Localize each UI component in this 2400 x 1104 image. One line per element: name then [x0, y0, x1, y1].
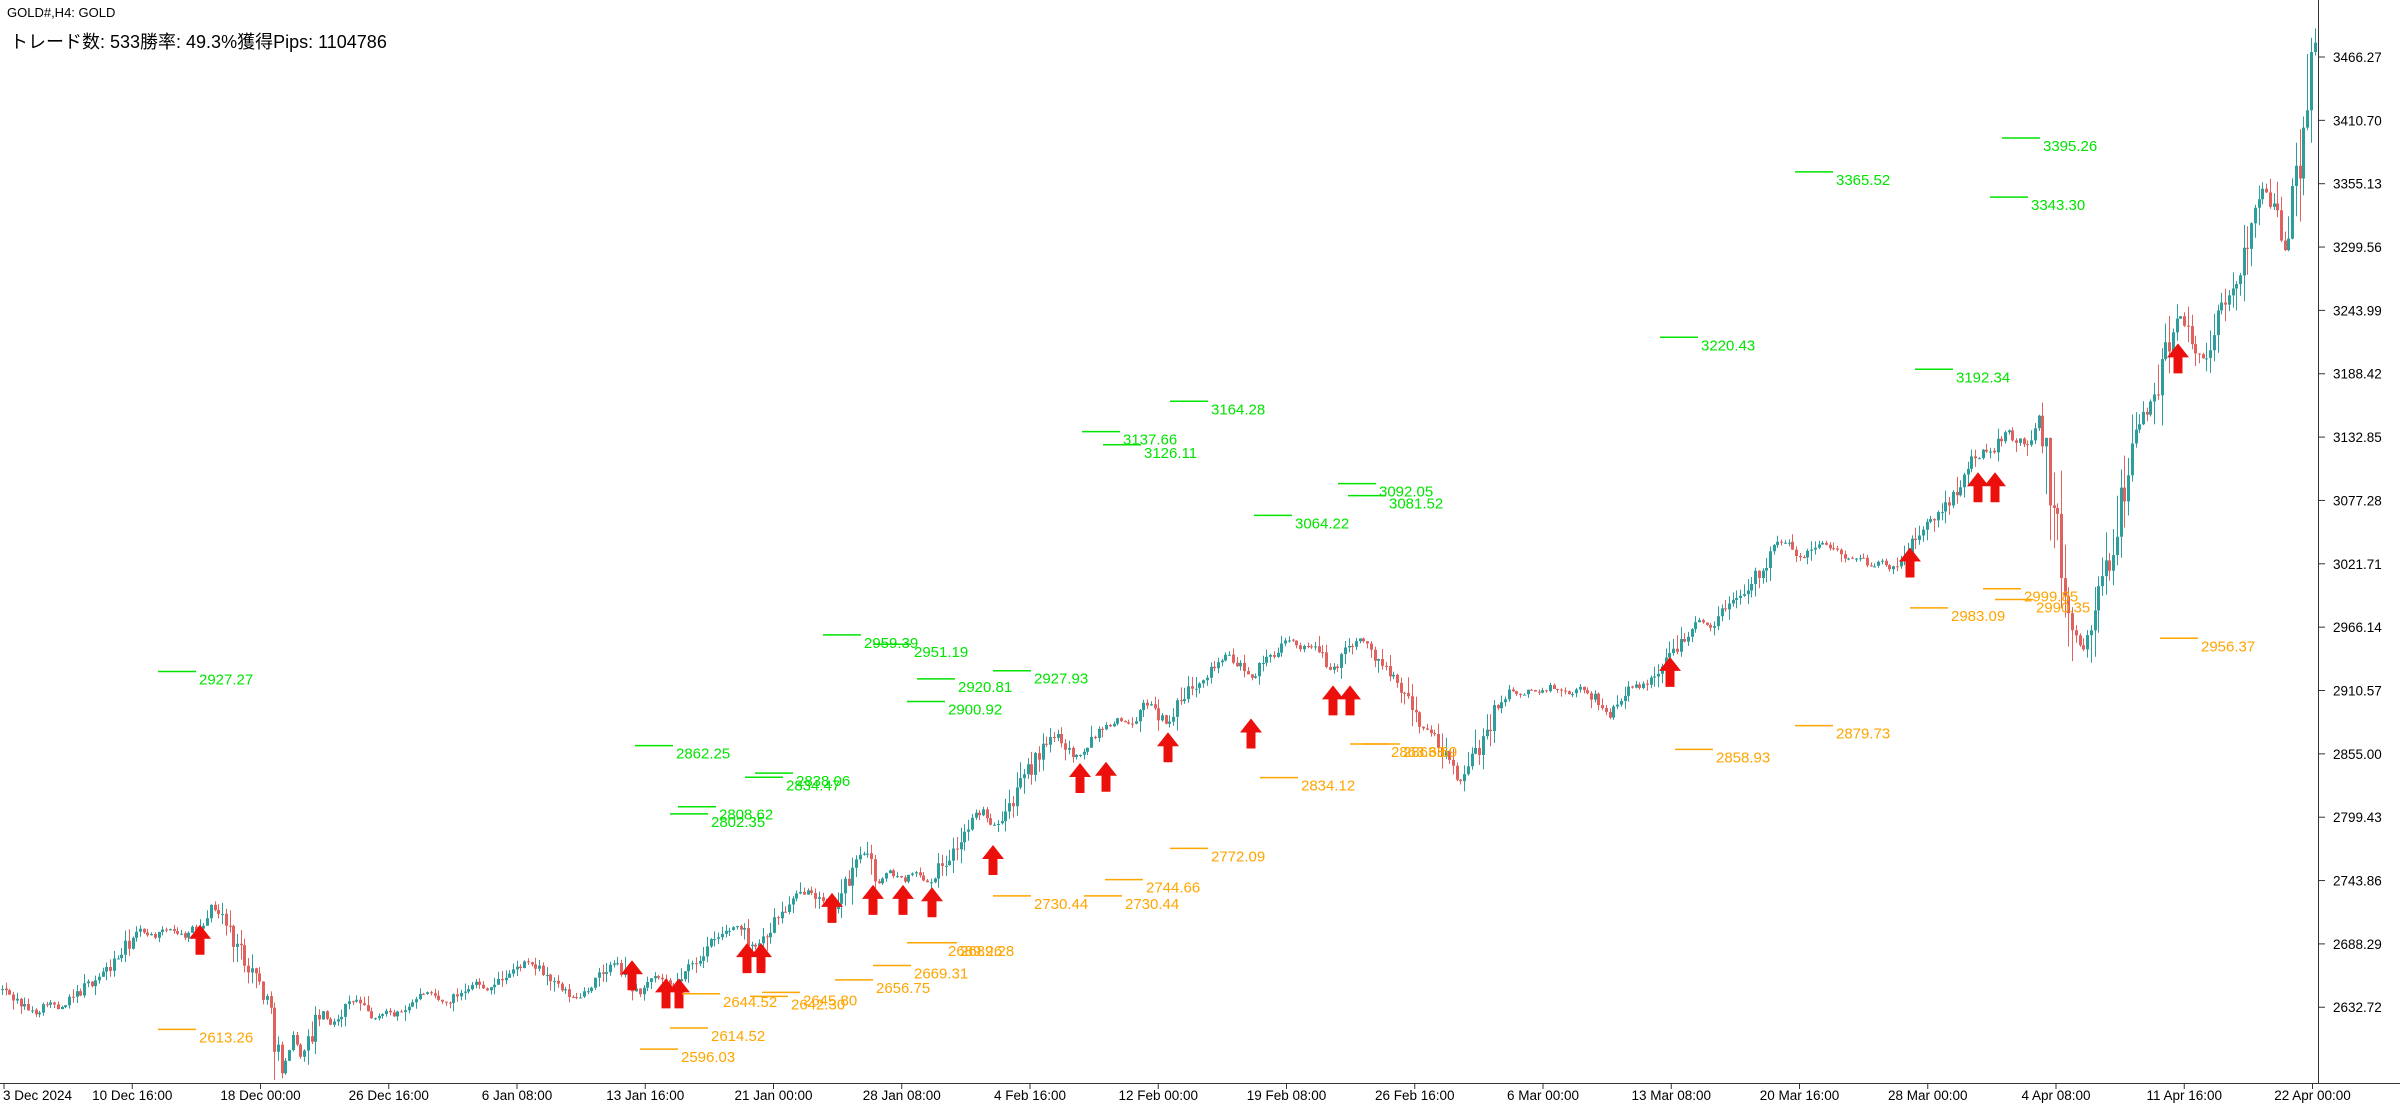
- bull-candle-wicks: [2, 28, 2316, 1075]
- entry-price-label: 2744.66: [1146, 880, 1200, 897]
- tp-price-label: 2900.92: [948, 701, 1002, 718]
- price-axis-label: 3021.71: [2333, 557, 2382, 572]
- tp-price-label: 3126.11: [1144, 445, 1197, 462]
- time-axis-label: 20 Mar 16:00: [1760, 1088, 1840, 1103]
- tp-price-label: 2862.25: [676, 746, 730, 763]
- entry-price-label: 2990.35: [2036, 600, 2090, 617]
- price-axis-label: 3243.99: [2333, 303, 2382, 318]
- tp-price-label: 2802.35: [711, 814, 765, 831]
- entry-price-label: 2613.26: [199, 1029, 253, 1046]
- time-axis-label: 22 Apr 00:00: [2274, 1088, 2351, 1103]
- price-axis-label: 3077.28: [2333, 493, 2382, 508]
- tp-price-label: 2834.47: [786, 777, 840, 794]
- price-axis-label: 2799.43: [2333, 810, 2382, 825]
- time-axis-label: 26 Feb 16:00: [1375, 1088, 1455, 1103]
- time-axis-label: 12 Feb 00:00: [1118, 1088, 1198, 1103]
- time-axis-label: 4 Feb 16:00: [994, 1088, 1066, 1103]
- time-axis-label: 18 Dec 00:00: [220, 1088, 300, 1103]
- entry-price-label: 2689.28: [960, 943, 1014, 960]
- time-axis-label: 3 Dec 2024: [3, 1088, 73, 1103]
- tp-price-label: 3092.05: [1379, 484, 1433, 501]
- tp-price-label: 2951.19: [914, 644, 968, 661]
- price-axis-label: 2743.86: [2333, 874, 2382, 889]
- tp-price-label: 3343.30: [2031, 197, 2085, 214]
- entry-price-label: 2689.26: [948, 943, 1002, 960]
- tp-price-label: 3064.22: [1295, 515, 1349, 532]
- entry-price-label: 2956.37: [2201, 638, 2255, 655]
- entry-price-label: 2772.09: [1211, 848, 1265, 865]
- time-axis-label: 19 Feb 08:00: [1247, 1088, 1327, 1103]
- entry-price-label: 2596.03: [681, 1049, 735, 1066]
- price-axis-label: 3299.56: [2333, 240, 2382, 255]
- bear-candle-wicks: [6, 129, 2301, 1080]
- time-axis-label: 13 Jan 16:00: [606, 1088, 684, 1103]
- entry-price-label: 2656.75: [876, 980, 930, 997]
- trade-stats-text: トレード数: 533勝率: 49.3%獲得Pips: 1104786: [10, 32, 387, 52]
- tp-price-label: 3220.43: [1701, 337, 1755, 354]
- entry-price-label: 2614.52: [711, 1028, 765, 1045]
- entry-price-label: 2863.68: [1391, 744, 1445, 761]
- price-axis-label: 3355.13: [2333, 177, 2382, 192]
- tp-price-label: 2808.62: [719, 807, 773, 824]
- price-axis-label: 3188.42: [2333, 367, 2382, 382]
- entry-price-label: 2730.44: [1034, 896, 1088, 913]
- entry-price-label: 2879.73: [1836, 726, 1890, 743]
- price-axis-label: 3132.85: [2333, 430, 2382, 445]
- tp-price-label: 2959.39: [864, 635, 918, 652]
- time-axis-label: 28 Mar 00:00: [1888, 1088, 1968, 1103]
- price-axis-label: 2966.14: [2333, 620, 2382, 635]
- entry-price-label: 2834.12: [1301, 778, 1355, 795]
- price-axis-label: 3410.70: [2333, 113, 2382, 128]
- entry-price-label: 2983.09: [1951, 608, 2005, 625]
- tp-price-label: 3164.28: [1211, 401, 1265, 418]
- price-axis-label: 2688.29: [2333, 937, 2382, 952]
- bull-candle-bodies: [1, 42, 2317, 1074]
- price-axis-label: 2910.57: [2333, 683, 2382, 698]
- chart-symbol-title: GOLD#,H4: GOLD: [7, 5, 116, 20]
- time-axis-label: 4 Apr 08:00: [2021, 1088, 2090, 1103]
- price-axis-label: 2855.00: [2333, 747, 2382, 762]
- entry-price-label: 2999.85: [2024, 589, 2078, 606]
- tp-price-label: 3081.52: [1389, 496, 1443, 513]
- entry-price-label: 2669.31: [914, 966, 968, 983]
- time-axis-label: 13 Mar 08:00: [1631, 1088, 1711, 1103]
- time-axis-label: 6 Jan 08:00: [482, 1088, 553, 1103]
- time-axis-label: 6 Mar 00:00: [1507, 1088, 1579, 1103]
- entry-price-label: 2858.93: [1716, 749, 1770, 766]
- time-axis-label: 11 Apr 16:00: [2146, 1088, 2222, 1103]
- tp-price-label: 3365.52: [1836, 172, 1890, 189]
- time-axis-label: 10 Dec 16:00: [92, 1088, 172, 1103]
- time-axis-label: 21 Jan 00:00: [734, 1088, 812, 1103]
- tp-price-label: 2920.81: [958, 679, 1012, 696]
- tp-price-label: 2838.06: [796, 773, 850, 790]
- tp-price-label: 3395.26: [2043, 138, 2097, 155]
- buy-arrow-icons: [189, 343, 2189, 1009]
- tp-price-label: 2927.27: [199, 671, 253, 688]
- tp-price-label: 2927.93: [1034, 671, 1088, 688]
- entry-price-label: 2642.30: [791, 996, 845, 1013]
- time-axis-label: 28 Jan 08:00: [863, 1088, 941, 1103]
- entry-price-label: 2863.69: [1403, 744, 1457, 761]
- price-axis-label: 2632.72: [2333, 1000, 2382, 1015]
- entry-price-label: 2644.52: [723, 994, 777, 1011]
- tp-price-label: 3192.34: [1956, 369, 2010, 386]
- price-axis-label: 3466.27: [2333, 50, 2382, 65]
- entry-price-label: 2645.80: [803, 992, 857, 1009]
- time-axis-label: 26 Dec 16:00: [349, 1088, 429, 1103]
- entry-price-label: 2730.44: [1125, 896, 1179, 913]
- bear-candle-bodies: [5, 165, 2302, 1074]
